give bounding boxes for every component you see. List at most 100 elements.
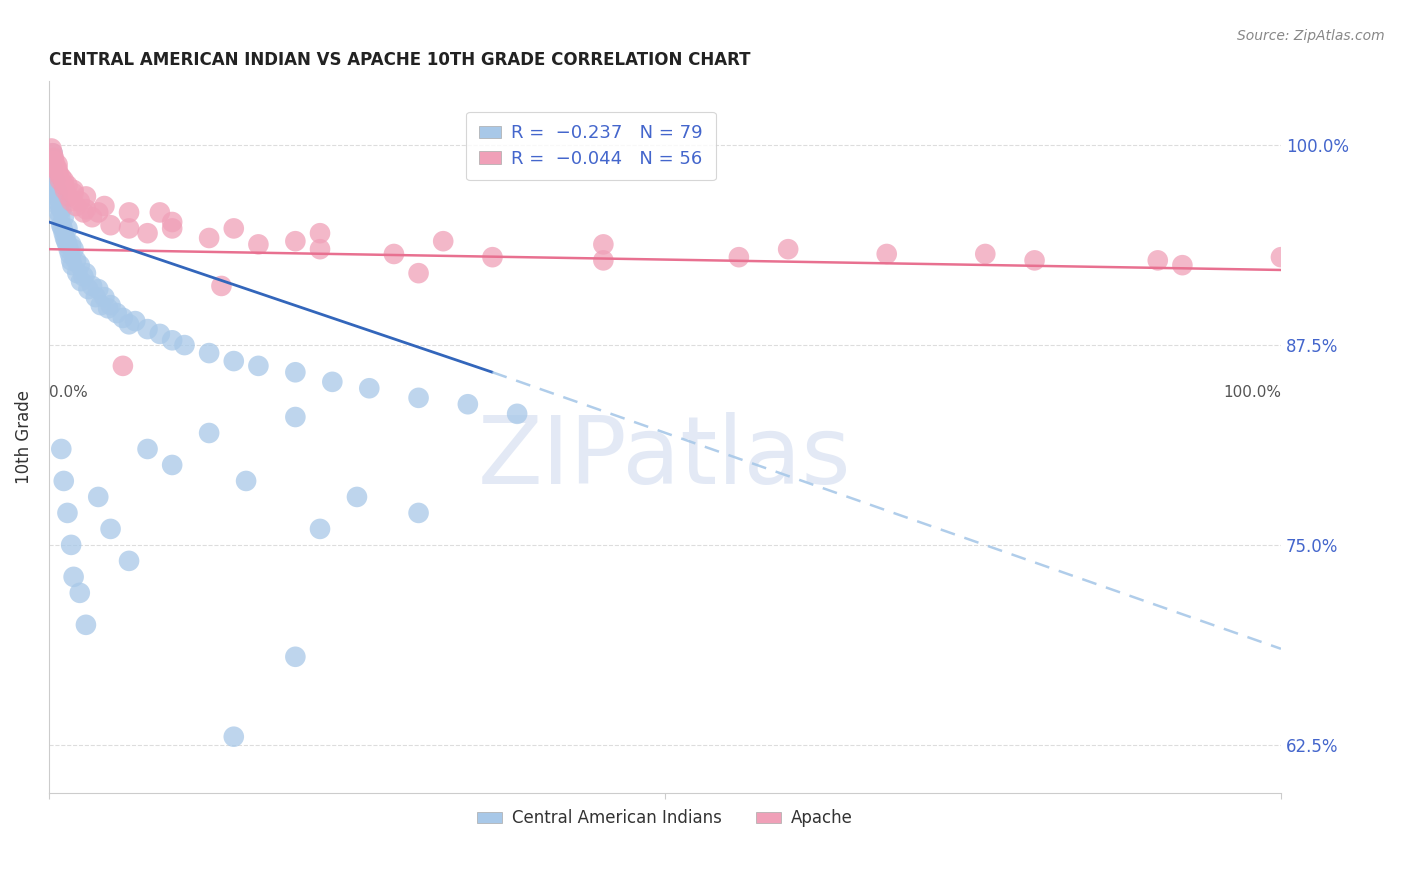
- Point: [160, 221, 183, 235]
- Point: [1146, 253, 1168, 268]
- Point: [65, 199, 87, 213]
- Point: [309, 226, 332, 240]
- Text: CENTRAL AMERICAN INDIAN VS APACHE 10TH GRADE CORRELATION CHART: CENTRAL AMERICAN INDIAN VS APACHE 10TH G…: [49, 51, 751, 69]
- Point: [52, 178, 75, 193]
- Point: [60, 538, 83, 552]
- Point: [408, 506, 430, 520]
- Point: [44, 186, 66, 201]
- Point: [49, 173, 72, 187]
- Point: [52, 173, 75, 187]
- Point: [56, 506, 79, 520]
- Point: [48, 167, 70, 181]
- Point: [52, 474, 75, 488]
- Point: [45, 183, 67, 197]
- Point: [1171, 258, 1194, 272]
- Point: [69, 586, 91, 600]
- Point: [44, 157, 66, 171]
- Point: [60, 253, 83, 268]
- Point: [41, 146, 63, 161]
- Point: [173, 338, 195, 352]
- Text: ZIPatlas: ZIPatlas: [478, 412, 852, 504]
- Point: [160, 333, 183, 347]
- Point: [592, 237, 614, 252]
- Point: [41, 141, 63, 155]
- Point: [100, 522, 122, 536]
- Point: [56, 178, 79, 193]
- Point: [41, 162, 63, 177]
- Point: [284, 234, 307, 248]
- Point: [62, 570, 84, 584]
- Point: [105, 306, 128, 320]
- Point: [408, 266, 430, 280]
- Point: [87, 282, 110, 296]
- Point: [728, 250, 751, 264]
- Point: [1270, 250, 1292, 264]
- Point: [111, 310, 134, 325]
- Point: [506, 407, 529, 421]
- Point: [56, 221, 79, 235]
- Point: [55, 234, 77, 248]
- Legend: Central American Indians, Apache: Central American Indians, Apache: [471, 803, 859, 834]
- Y-axis label: 10th Grade: 10th Grade: [15, 390, 32, 484]
- Point: [52, 226, 75, 240]
- Point: [222, 730, 245, 744]
- Point: [90, 298, 112, 312]
- Point: [235, 474, 257, 488]
- Point: [60, 258, 83, 272]
- Point: [222, 354, 245, 368]
- Point: [75, 266, 97, 280]
- Point: [481, 250, 503, 264]
- Point: [62, 242, 84, 256]
- Point: [80, 279, 103, 293]
- Point: [42, 154, 65, 169]
- Point: [309, 522, 332, 536]
- Point: [80, 211, 103, 225]
- Point: [100, 218, 122, 232]
- Point: [408, 391, 430, 405]
- Point: [284, 649, 307, 664]
- Point: [247, 359, 270, 373]
- Point: [52, 211, 75, 225]
- Point: [60, 194, 83, 209]
- Point: [51, 221, 73, 235]
- Point: [42, 151, 65, 165]
- Point: [65, 253, 87, 268]
- Point: [41, 154, 63, 169]
- Point: [48, 199, 70, 213]
- Point: [46, 162, 69, 177]
- Point: [53, 231, 76, 245]
- Point: [49, 211, 72, 225]
- Point: [75, 202, 97, 217]
- Point: [62, 186, 84, 201]
- Point: [149, 205, 172, 219]
- Point: [87, 205, 110, 219]
- Point: [46, 194, 69, 209]
- Point: [118, 554, 141, 568]
- Point: [321, 375, 343, 389]
- Point: [93, 290, 115, 304]
- Point: [70, 274, 93, 288]
- Point: [1024, 253, 1046, 268]
- Point: [457, 397, 479, 411]
- Point: [62, 183, 84, 197]
- Point: [51, 218, 73, 232]
- Point: [69, 258, 91, 272]
- Point: [198, 425, 221, 440]
- Point: [84, 290, 107, 304]
- Point: [51, 202, 73, 217]
- Point: [46, 157, 69, 171]
- Point: [93, 199, 115, 213]
- Point: [118, 318, 141, 332]
- Point: [149, 326, 172, 341]
- Point: [77, 282, 100, 296]
- Point: [48, 205, 70, 219]
- Point: [284, 365, 307, 379]
- Point: [58, 242, 80, 256]
- Point: [111, 359, 134, 373]
- Point: [42, 170, 65, 185]
- Point: [56, 237, 79, 252]
- Point: [97, 301, 120, 316]
- Point: [46, 186, 69, 201]
- Point: [51, 170, 73, 185]
- Point: [876, 247, 898, 261]
